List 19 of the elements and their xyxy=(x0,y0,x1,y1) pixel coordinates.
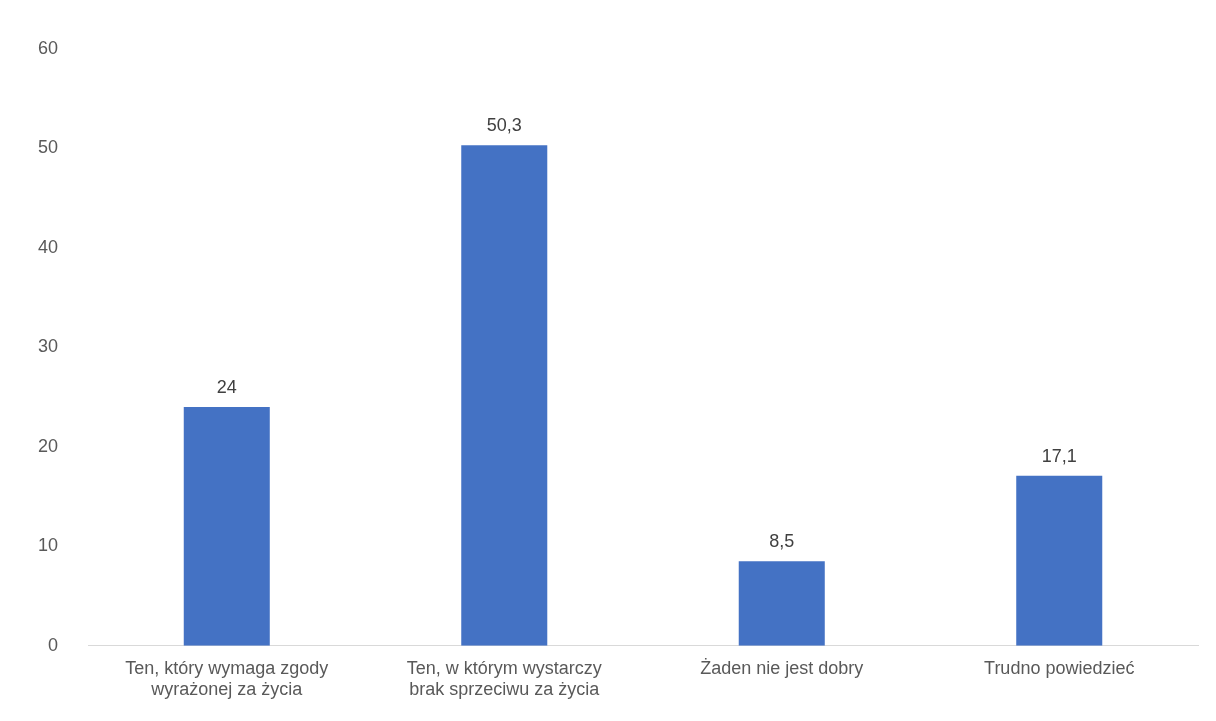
y-tick-label: 10 xyxy=(37,535,59,556)
x-tick-label: Ten, który wymaga zgody wyrażonej za życia xyxy=(125,657,329,700)
y-tick-label: 20 xyxy=(37,435,59,456)
x-tick-label: Trudno powiedzieć xyxy=(984,657,1135,678)
bar xyxy=(738,561,825,646)
y-tick-label: 60 xyxy=(37,37,59,58)
bar xyxy=(183,407,270,646)
bar xyxy=(1016,475,1103,646)
data-label: 24 xyxy=(216,376,237,397)
y-tick-label: 30 xyxy=(37,336,59,357)
x-tick-label: Żaden nie jest dobry xyxy=(700,657,864,678)
data-label: 8,5 xyxy=(769,531,795,552)
y-tick-label: 50 xyxy=(37,137,59,158)
bar xyxy=(461,145,548,646)
y-tick-label: 40 xyxy=(37,236,59,257)
y-tick-label: 0 xyxy=(48,634,59,655)
data-label: 17,1 xyxy=(1041,445,1077,466)
data-label: 50,3 xyxy=(486,115,522,136)
x-tick-label: Ten, w którym wystarczy brak sprzeciwu za życia xyxy=(406,657,602,700)
